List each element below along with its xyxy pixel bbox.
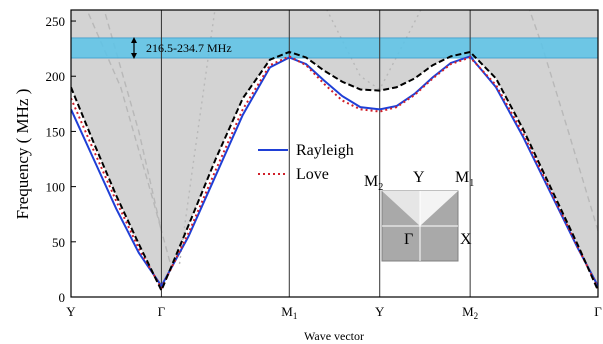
band-gap-label: 216.5-234.7 MHz [146,41,232,55]
bz-label-m1-sub: 1 [469,178,474,189]
y-tick-label: 150 [46,124,66,139]
bz-irreducible-right [420,191,458,226]
y-tick-label: 100 [46,180,66,195]
gray-mode-line [528,10,598,231]
y-tick-label: 250 [46,14,66,29]
x-tick-label: M1 [281,304,297,321]
legend: Rayleigh Love [258,142,354,183]
y-tick-label: 200 [46,69,66,84]
y-tick-label: 0 [59,290,66,305]
x-tick-label: M2 [462,304,478,321]
y-axis-title: Frequency ( MHz ) [13,89,32,220]
bz-irreducible-left [382,191,420,226]
bz-label-y: Y [413,169,425,186]
x-tick-label: Y [66,304,76,319]
bz-label-m2: M2 [364,173,383,193]
x-tick-label: Y [375,304,385,319]
legend-label-love: Love [296,166,329,183]
bz-label-gamma: Γ [404,231,413,248]
band-gap-arrow-up [131,37,137,43]
legend-label-rayleigh: Rayleigh [296,142,354,159]
band-gap-arrow-down [131,53,137,59]
series-line-lower-mode [71,50,598,293]
sound-cone-shading [71,10,598,291]
brillouin-zone-inset: M2 Y M1 Γ X [364,169,474,262]
plot-frame [70,9,599,298]
bz-label-x: X [460,231,472,248]
bz-label-m1: M1 [455,169,474,189]
x-tick-label: Γ [594,304,602,319]
gray-mode-line [103,10,172,265]
series-line-rayleigh [71,55,598,288]
x-axis-title: Wave vector [304,329,364,343]
x-tick-label: Γ [158,304,166,319]
band-gap-annotation: 216.5-234.7 MHz [131,37,232,59]
y-tick-label: 50 [52,235,65,250]
bz-label-m2-sub: 2 [378,182,383,193]
